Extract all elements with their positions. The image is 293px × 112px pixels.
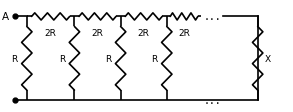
Text: R: R [11,54,18,63]
Text: R: R [151,54,158,63]
Text: 2R: 2R [138,29,150,38]
Text: A: A [2,12,9,22]
Text: X: X [265,54,271,63]
Text: R: R [59,54,65,63]
Text: 2R: 2R [45,29,57,38]
Text: 2R: 2R [178,29,190,38]
Text: ...: ... [203,95,221,105]
Text: 2R: 2R [92,29,103,38]
Text: R: R [105,54,111,63]
Text: ...: ... [203,12,221,22]
